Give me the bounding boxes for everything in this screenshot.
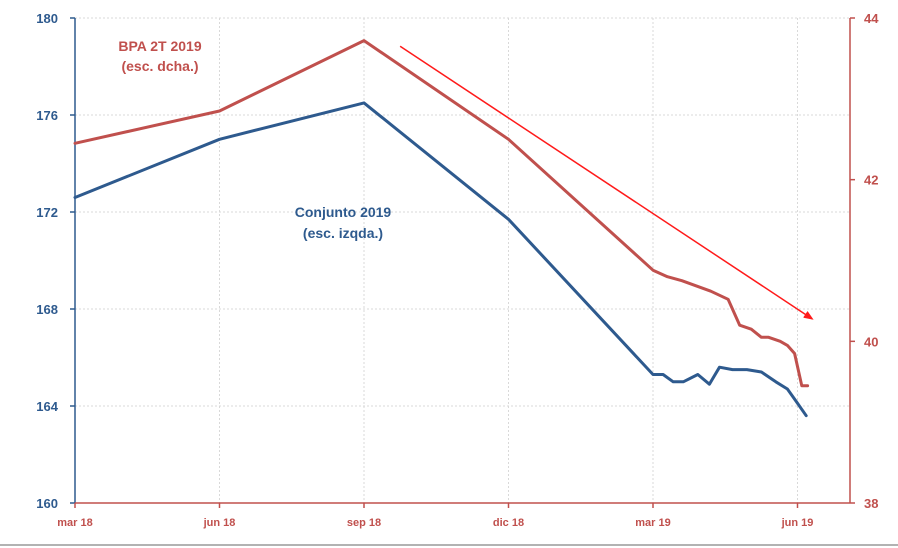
x-tick-label: sep 18	[347, 517, 381, 529]
x-tick-label: dic 18	[493, 517, 524, 529]
conjunto-label-scale: (esc. izqda.)	[303, 225, 383, 241]
x-tick-label: jun 18	[203, 517, 236, 529]
x-tick-label: mar 18	[57, 517, 92, 529]
conjunto-label-title: Conjunto 2019	[295, 204, 392, 220]
bpa-label-title: BPA 2T 2019	[118, 38, 201, 54]
x-tick-label: jun 19	[781, 517, 814, 529]
tick-labels: 160 164 168 172 176 180 38 40 42 44 mar 18 jun 18 se…	[36, 11, 879, 529]
trend-arrow	[399, 45, 814, 320]
right-tick-label: 42	[864, 173, 878, 188]
left-tick-label: 160	[36, 496, 58, 511]
right-tick-label: 44	[864, 11, 879, 26]
trend-arrow-group	[399, 45, 814, 320]
left-tick-label: 180	[36, 11, 58, 26]
series-line-conjunto-2019	[73, 101, 808, 418]
x-tick-label: mar 19	[635, 517, 670, 529]
right-tick-label: 40	[864, 334, 878, 349]
gridlines	[75, 17, 850, 504]
axes	[0, 17, 898, 546]
right-tick-label: 38	[864, 496, 878, 511]
series-line-bpa-2t-2019	[73, 39, 810, 388]
left-tick-label: 168	[36, 302, 58, 317]
left-tick-label: 164	[36, 399, 58, 414]
series-lines	[73, 39, 810, 418]
left-tick-label: 172	[36, 205, 58, 220]
bpa-label-scale: (esc. dcha.)	[121, 58, 198, 74]
left-tick-label: 176	[36, 108, 58, 123]
